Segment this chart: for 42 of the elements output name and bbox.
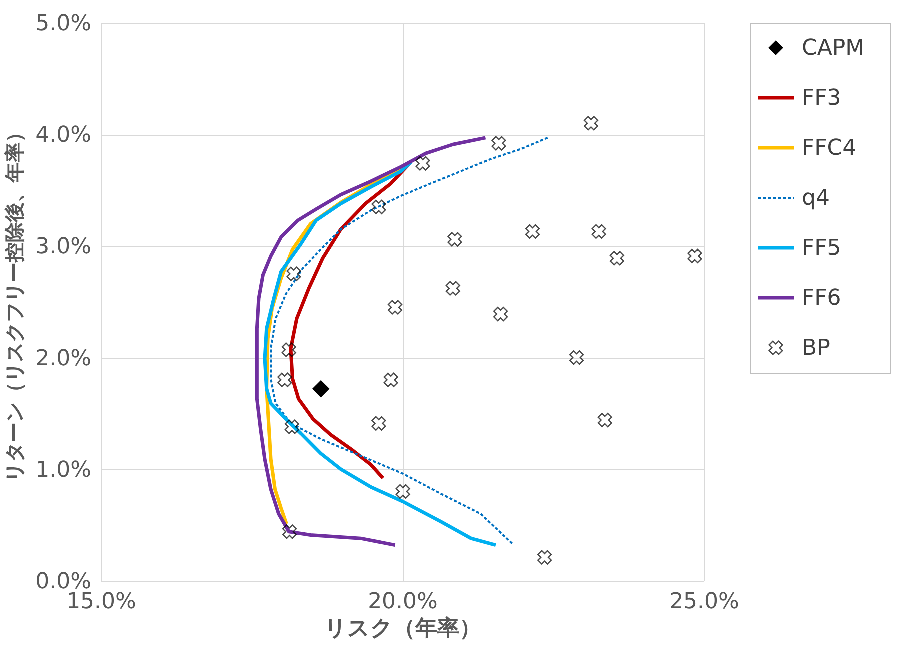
point xyxy=(494,306,508,322)
point xyxy=(388,300,403,315)
point xyxy=(569,350,584,366)
point xyxy=(282,342,296,358)
y-tick-label: 5.0% xyxy=(36,12,92,36)
y-tick-label: 1.0% xyxy=(36,458,92,483)
point xyxy=(584,116,599,131)
legend-label: FFC4 xyxy=(802,136,857,161)
point xyxy=(396,484,410,500)
point xyxy=(372,416,386,431)
point xyxy=(598,413,612,428)
y-tick-label: 3.0% xyxy=(36,234,92,260)
point xyxy=(286,266,302,282)
point xyxy=(372,200,386,214)
x-axis-title: リスク（年率） xyxy=(324,616,482,642)
line-series xyxy=(270,136,549,546)
legend-label: FF5 xyxy=(802,236,842,261)
legend-label: FF3 xyxy=(802,86,842,111)
point xyxy=(446,281,460,296)
point xyxy=(416,156,430,171)
y-axis-title: リターン（リスクフリー控除後、年率） xyxy=(2,122,27,482)
point xyxy=(492,136,506,151)
point xyxy=(448,232,462,247)
x-tick-label: 15.0% xyxy=(66,590,136,614)
y-tick-label: 4.0% xyxy=(36,123,92,148)
point xyxy=(538,550,552,565)
point xyxy=(688,248,702,264)
point xyxy=(284,420,300,434)
point xyxy=(282,524,298,540)
point xyxy=(312,380,330,398)
point xyxy=(525,224,540,239)
y-tick-label: 2.0% xyxy=(36,346,92,372)
point xyxy=(278,372,292,388)
x-tick-label: 25.0% xyxy=(670,590,740,614)
legend-label: BP xyxy=(802,336,830,361)
legend-label: CAPM xyxy=(802,36,865,61)
point xyxy=(610,251,624,266)
x-tick-label: 20.0% xyxy=(368,590,438,614)
legend-label: q4 xyxy=(802,186,830,211)
point xyxy=(384,372,398,388)
point xyxy=(592,224,606,239)
legend-label: FF6 xyxy=(802,286,842,311)
